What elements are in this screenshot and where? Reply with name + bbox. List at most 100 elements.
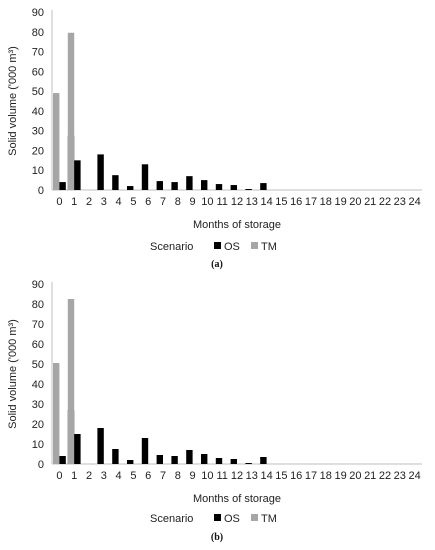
x-tick-label: 18	[320, 470, 332, 482]
x-tick-label: 1	[71, 470, 77, 482]
bar-os	[230, 185, 237, 190]
x-tick-label: 16	[290, 470, 302, 482]
x-tick-label: 13	[246, 470, 258, 482]
bar-tm	[53, 93, 60, 190]
bar-os	[127, 460, 134, 464]
x-tick-label: 1	[71, 196, 77, 208]
legend-swatch-os	[214, 514, 221, 521]
bar-os	[112, 175, 119, 190]
panel-label: (b)	[211, 532, 223, 543]
y-tick-label: 70	[32, 47, 44, 59]
legend-swatch-os	[214, 242, 221, 249]
legend-title: Scenario	[150, 513, 193, 525]
x-tick-label: 12	[231, 196, 243, 208]
bar-os	[245, 463, 252, 464]
legend-label-os: OS	[224, 241, 240, 253]
x-tick-label: 20	[349, 196, 361, 208]
bar-os	[171, 182, 178, 190]
x-tick-label: 6	[145, 196, 151, 208]
x-tick-label: 12	[231, 470, 243, 482]
x-tick-label: 11	[216, 196, 227, 208]
y-tick-label: 50	[32, 359, 44, 371]
x-tick-label: 10	[201, 470, 213, 482]
y-tick-label: 50	[32, 86, 44, 98]
x-tick-label: 8	[175, 470, 181, 482]
bar-os	[59, 182, 66, 190]
x-tick-label: 18	[320, 196, 332, 208]
x-axis-title: Months of storage	[193, 219, 281, 231]
x-tick-label: 21	[364, 470, 376, 482]
bar-os	[97, 428, 104, 464]
y-tick-label: 70	[32, 319, 44, 331]
bar-os	[230, 459, 237, 464]
bar-os	[127, 186, 134, 190]
y-tick-label: 0	[38, 185, 44, 197]
legend-label-os: OS	[224, 513, 240, 525]
bar-os	[74, 434, 81, 464]
y-tick-label: 90	[32, 7, 44, 19]
bar-os	[74, 160, 81, 190]
bar-os	[186, 450, 193, 464]
x-tick-label: 2	[86, 196, 92, 208]
x-tick-label: 17	[305, 196, 317, 208]
panel-label: (a)	[211, 259, 223, 270]
bar-os	[260, 457, 267, 464]
bar-os	[245, 189, 252, 190]
legend-label-tm: TM	[261, 513, 277, 525]
x-tick-label: 19	[334, 470, 346, 482]
x-tick-label: 5	[130, 470, 136, 482]
x-tick-label: 14	[260, 470, 272, 482]
legend-title: Scenario	[150, 241, 193, 253]
x-tick-label: 22	[379, 196, 391, 208]
x-tick-label: 20	[349, 470, 361, 482]
x-axis-title: Months of storage	[193, 493, 281, 505]
bar-os	[156, 455, 163, 464]
legend-label-tm: TM	[261, 241, 277, 253]
x-tick-label: 21	[364, 196, 376, 208]
bar-tm	[53, 363, 60, 464]
bar-tm	[67, 299, 75, 464]
bar-tm	[67, 32, 75, 191]
x-tick-label: 5	[130, 196, 136, 208]
y-tick-label: 60	[32, 339, 44, 351]
x-tick-label: 3	[101, 196, 107, 208]
x-tick-label: 24	[408, 470, 420, 482]
x-tick-label: 6	[145, 470, 151, 482]
x-tick-label: 13	[246, 196, 258, 208]
x-tick-label: 3	[101, 470, 107, 482]
x-tick-label: 7	[160, 196, 166, 208]
x-tick-label: 15	[275, 470, 287, 482]
y-tick-label: 60	[32, 66, 44, 78]
x-tick-label: 23	[394, 470, 406, 482]
y-tick-label: 40	[32, 379, 44, 391]
x-tick-label: 8	[175, 196, 181, 208]
x-tick-label: 11	[216, 470, 227, 482]
x-tick-label: 17	[305, 470, 317, 482]
x-tick-label: 23	[394, 196, 406, 208]
x-tick-label: 4	[116, 196, 122, 208]
bar-os	[215, 458, 223, 464]
bar-os	[112, 449, 119, 464]
x-tick-label: 14	[260, 196, 272, 208]
y-tick-label: 80	[32, 299, 44, 311]
y-tick-label: 20	[32, 419, 44, 431]
x-tick-label: 19	[334, 196, 346, 208]
y-tick-label: 90	[32, 279, 44, 291]
legend-swatch-tm	[251, 242, 258, 249]
y-tick-label: 20	[32, 145, 44, 157]
x-tick-label: 9	[190, 196, 196, 208]
x-tick-label: 0	[56, 196, 62, 208]
x-tick-label: 9	[190, 470, 196, 482]
bar-os	[97, 154, 104, 190]
bar-os	[141, 164, 149, 190]
bar-os	[260, 183, 267, 190]
y-tick-label: 0	[38, 459, 44, 471]
x-tick-label: 22	[379, 470, 391, 482]
bar-os	[201, 454, 208, 464]
y-tick-label: 30	[32, 399, 44, 411]
bar-os	[156, 181, 163, 190]
